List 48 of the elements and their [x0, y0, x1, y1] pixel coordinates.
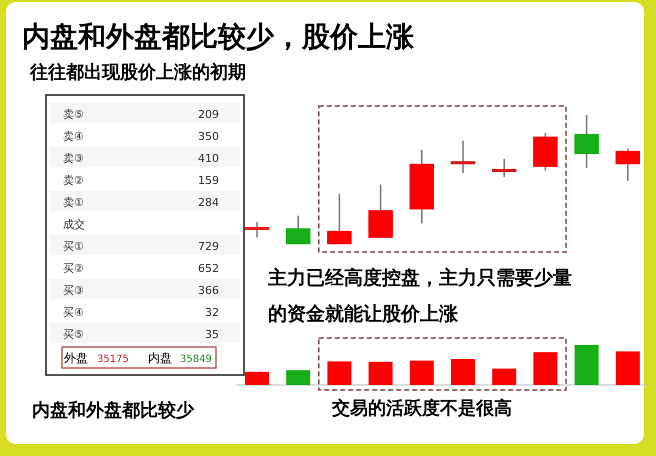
category-label: 成交 — [63, 218, 85, 231]
category-label: 卖② — [63, 174, 84, 187]
text: 主力已经高度控盘，主力只需要少量 — [267, 267, 572, 289]
category-label: 买③ — [63, 284, 84, 297]
category-label: 买⑤ — [63, 328, 84, 341]
data-label: 32 — [205, 306, 219, 319]
category-label: 卖④ — [63, 130, 84, 143]
text: 35175 — [97, 354, 129, 365]
candlestick — [327, 192, 352, 245]
category-label: 买① — [63, 240, 84, 253]
bar — [410, 360, 434, 385]
category-label: 买② — [63, 262, 84, 275]
text: 外盘 — [64, 351, 88, 365]
bar — [574, 345, 599, 385]
bar — [286, 370, 310, 385]
bar — [533, 352, 558, 385]
data-label: 35 — [205, 328, 219, 341]
data-label: 350 — [198, 130, 219, 143]
data-label: 410 — [198, 152, 219, 165]
bar — [245, 372, 269, 385]
data-label: 284 — [198, 196, 219, 209]
candlestick — [616, 148, 640, 182]
bar — [368, 362, 393, 385]
text: 内盘和外盘都比较少 — [32, 400, 195, 421]
category-label: 卖① — [63, 196, 84, 209]
data-label: 729 — [198, 240, 219, 253]
data-label: 159 — [198, 174, 219, 187]
category-label: 卖③ — [63, 152, 84, 165]
data-label: 209 — [198, 108, 219, 121]
text: 内盘 — [148, 351, 172, 365]
candlestick — [574, 114, 599, 169]
candlestick — [492, 158, 516, 178]
bar — [492, 368, 516, 385]
bar — [451, 359, 475, 385]
text: 往往都出现股价上涨的初期 — [29, 62, 246, 83]
candlestick — [244, 221, 270, 238]
data-label: 366 — [198, 284, 219, 297]
text: 的资金就能让股价上涨 — [268, 303, 459, 325]
chart-title: 内盘和外盘都比较少，股价上涨 — [22, 20, 415, 53]
data-label: 652 — [198, 262, 219, 275]
bar — [327, 361, 352, 385]
text: 35849 — [180, 354, 212, 365]
text: 交易的活跃度不是很高 — [331, 398, 512, 419]
category-label: 卖⑤ — [63, 108, 84, 121]
bar — [616, 351, 640, 385]
category-label: 买④ — [63, 306, 84, 319]
candlestick — [286, 214, 310, 245]
candlestick — [450, 140, 476, 174]
